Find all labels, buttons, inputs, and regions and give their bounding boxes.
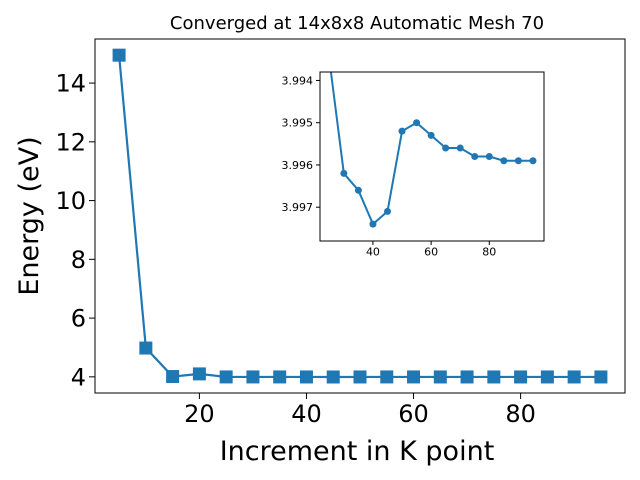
inset-data-point	[500, 157, 508, 165]
main-data-point	[380, 370, 394, 384]
main-data-point	[567, 370, 581, 384]
main-data-point	[407, 370, 421, 384]
main-data-point	[514, 370, 528, 384]
inset-data-point	[413, 119, 421, 127]
inset-data-point	[471, 153, 479, 160]
main-data-point	[487, 370, 501, 384]
main-data-point	[353, 370, 367, 384]
main-data-point	[219, 370, 233, 384]
main-y-tick-label: 6	[71, 305, 86, 333]
inset-data-point	[456, 144, 464, 152]
inset-data-point	[529, 157, 537, 165]
main-x-axis-label: Increment in K point	[220, 436, 495, 467]
main-y-tick-label: 12	[55, 128, 86, 156]
inset-plot-background	[320, 72, 544, 241]
inset-data-point	[427, 131, 435, 139]
main-y-tick-label: 10	[55, 187, 86, 215]
inset-data-point	[340, 169, 348, 177]
inset-y-tick-label: 3.996	[282, 159, 314, 172]
main-y-tick-label: 14	[55, 70, 86, 98]
inset-x-tick-label: 80	[482, 245, 496, 258]
main-data-point	[540, 370, 554, 384]
inset-data-point	[398, 127, 406, 135]
main-data-point	[460, 370, 474, 384]
main-y-tick-label: 4	[71, 363, 86, 391]
main-data-point	[246, 370, 260, 384]
main-data-point	[166, 370, 180, 384]
inset-plot: 40 60 80 3.994 3.995 3.996 3.997	[282, 56, 545, 258]
inset-x-tick-label: 40	[366, 245, 380, 258]
main-data-point	[299, 370, 313, 384]
main-data-point	[326, 370, 340, 384]
main-y-tick-label: 8	[71, 246, 86, 274]
main-data-point	[112, 48, 126, 62]
inset-y-tick-label: 3.997	[282, 201, 314, 214]
inset-y-tick-label: 3.995	[282, 117, 314, 130]
inset-y-tick-label: 3.994	[282, 74, 314, 87]
inset-data-point	[442, 144, 450, 152]
main-x-tick-label: 40	[291, 400, 322, 428]
inset-data-point	[369, 220, 377, 228]
main-y-axis-label: Energy (eV)	[14, 136, 45, 295]
main-data-point	[273, 370, 287, 384]
main-data-point	[594, 370, 608, 384]
main-data-point	[139, 341, 153, 355]
main-x-tick-label: 20	[184, 400, 215, 428]
inset-data-point	[354, 186, 362, 194]
inset-data-point	[514, 157, 522, 165]
main-plot: Converged at 14x8x8 Automatic Mesh 70 20…	[14, 13, 626, 467]
main-data-point	[433, 370, 447, 384]
main-title: Converged at 14x8x8 Automatic Mesh 70	[170, 13, 544, 34]
inset-data-point	[485, 153, 493, 160]
inset-plot-frame	[319, 71, 545, 242]
inset-x-tick-label: 60	[424, 245, 438, 258]
inset-data-point	[326, 56, 333, 63]
main-x-tick-label: 60	[398, 400, 429, 428]
inset-data-point	[383, 207, 391, 215]
main-x-tick-label: 80	[505, 400, 536, 428]
main-data-point	[192, 367, 206, 381]
main-plot-frame	[94, 38, 626, 394]
